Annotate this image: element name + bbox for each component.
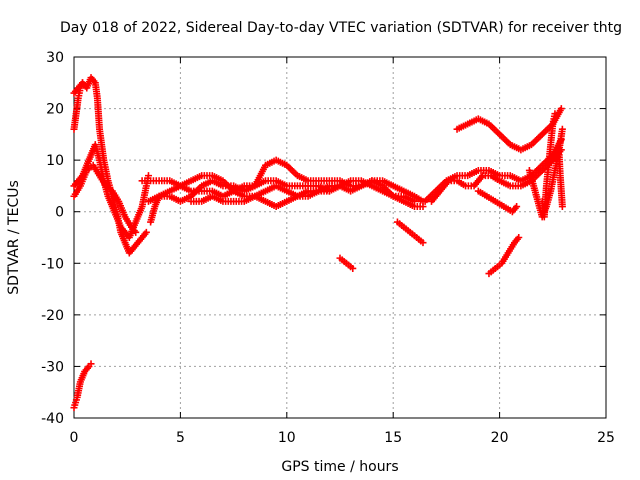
data-points	[70, 74, 566, 412]
x-axis-label: GPS time / hours	[281, 459, 398, 475]
data-point	[558, 125, 566, 133]
y-tick-label: 20	[46, 102, 64, 118]
axis-ticks: 0 5 10 15 20 25 -40 -30 -20 -10 0 10 20 30	[41, 50, 615, 446]
y-tick-label: -20	[41, 308, 64, 324]
y-tick-label: 30	[46, 50, 64, 66]
plot-frame	[73, 56, 607, 419]
x-tick-label: 15	[384, 430, 402, 446]
data-point	[558, 203, 566, 211]
data-point	[79, 79, 87, 87]
gridlines	[74, 57, 606, 418]
y-tick-label: -40	[41, 411, 64, 427]
y-tick-label: -30	[41, 359, 64, 375]
data-point	[142, 228, 150, 236]
y-tick-label: -10	[41, 256, 64, 272]
chart-title: Day 018 of 2022, Sidereal Day-to-day VTE…	[60, 20, 622, 36]
x-tick-label: 0	[70, 430, 79, 446]
data-point	[513, 203, 521, 211]
data-point	[349, 264, 357, 272]
y-axis-label: SDTVAR / TECUs	[6, 180, 22, 295]
x-tick-label: 20	[491, 430, 509, 446]
data-point	[515, 234, 523, 241]
data-point	[419, 239, 427, 247]
data-point	[132, 228, 140, 236]
data-point	[325, 187, 333, 195]
y-tick-label: 0	[55, 205, 64, 221]
x-tick-label: 25	[597, 430, 615, 446]
data-point	[410, 197, 418, 205]
y-tick-label: 10	[46, 153, 64, 169]
data-point	[557, 105, 565, 113]
data-point	[87, 360, 95, 368]
data-point	[551, 110, 559, 118]
x-tick-label: 10	[278, 430, 296, 446]
x-tick-label: 5	[176, 430, 185, 446]
